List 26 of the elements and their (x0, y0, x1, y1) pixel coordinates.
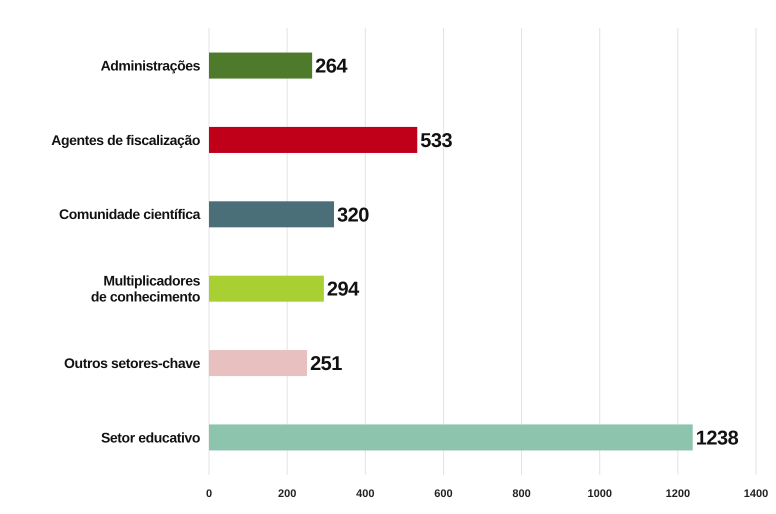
data-label: 294 (326, 278, 360, 301)
x-tick-label: 600 (434, 488, 453, 500)
x-tick-label: 1400 (744, 488, 768, 500)
bar (209, 126, 418, 153)
bar (209, 52, 312, 79)
data-label: 264 (315, 56, 348, 78)
x-tick-label: 1200 (666, 488, 690, 500)
data-label: 1238 (696, 427, 739, 450)
y-tick-label: Setor educativo (100, 429, 200, 446)
y-tick-label: Agentes de fiscalização (51, 132, 200, 148)
x-tick-label: 1000 (587, 488, 612, 500)
y-tick-label: Comunidade científica (59, 206, 201, 222)
y-tick-label: Outros setores-chave (64, 354, 201, 371)
bar (209, 276, 324, 302)
bar (209, 201, 334, 228)
data-label: 320 (337, 204, 370, 226)
bar (209, 350, 308, 376)
data-label: 251 (310, 353, 342, 376)
x-tick-label: 800 (512, 488, 531, 500)
y-tick-label: Administrações (100, 57, 201, 74)
x-tick-label: 400 (356, 488, 374, 500)
x-tick-label: 0 (206, 488, 212, 500)
y-tick-label: Multiplicadores de conhecimento (90, 272, 201, 305)
data-label: 533 (420, 130, 452, 152)
x-tick-label: 200 (278, 488, 296, 500)
bar (209, 424, 693, 450)
